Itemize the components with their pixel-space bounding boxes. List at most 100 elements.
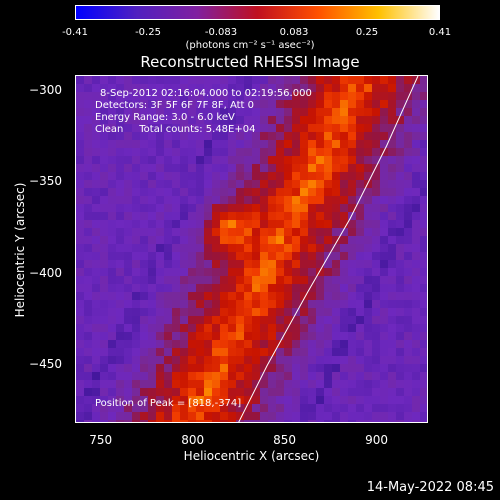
heatmap-cell (372, 172, 380, 180)
heatmap-cell (204, 372, 212, 380)
heatmap-cell (396, 116, 404, 124)
heatmap-cell (396, 196, 404, 204)
heatmap-cell (236, 268, 244, 276)
heatmap-cell (348, 244, 356, 252)
heatmap-cell (188, 324, 196, 332)
heatmap-cell (172, 180, 180, 188)
heatmap-cell (228, 284, 236, 292)
heatmap-cell (76, 148, 84, 156)
heatmap-cell (260, 236, 268, 244)
heatmap-cell (404, 252, 412, 260)
heatmap-cell (188, 212, 196, 220)
heatmap-cell (220, 276, 228, 284)
heatmap-cell (420, 76, 427, 84)
heatmap-cell (76, 212, 84, 220)
heatmap-cell (292, 300, 300, 308)
heatmap-cell (148, 268, 156, 276)
heatmap-cell (388, 220, 396, 228)
heatmap-cell (268, 356, 276, 364)
heatmap-cell (116, 316, 124, 324)
heatmap-cell (76, 340, 84, 348)
heatmap-cell (84, 252, 92, 260)
heatmap-cell (340, 364, 348, 372)
heatmap-cell (132, 196, 140, 204)
heatmap-cell (348, 332, 356, 340)
heatmap-cell (396, 180, 404, 188)
heatmap-cell (124, 172, 132, 180)
heatmap-cell (92, 332, 100, 340)
heatmap-cell (332, 268, 340, 276)
heatmap-cell (220, 388, 228, 396)
heatmap-cell (380, 124, 388, 132)
heatmap-cell (316, 340, 324, 348)
heatmap-cell (244, 348, 252, 356)
heatmap-cell (364, 340, 372, 348)
heatmap-cell (100, 140, 108, 148)
heatmap-cell (172, 188, 180, 196)
heatmap-cell (388, 340, 396, 348)
heatmap-cell (132, 308, 140, 316)
heatmap-cell (220, 420, 228, 422)
heatmap-cell (260, 212, 268, 220)
heatmap-cell (212, 412, 220, 420)
heatmap-cell (348, 236, 356, 244)
heatmap-cell (124, 300, 132, 308)
heatmap-cell (380, 212, 388, 220)
heatmap-cell (252, 292, 260, 300)
heatmap-cell (92, 396, 100, 404)
heatmap-cell (228, 260, 236, 268)
heatmap-cell (244, 108, 252, 116)
heatmap-cell (156, 364, 164, 372)
heatmap-cell (164, 220, 172, 228)
heatmap-cell (404, 364, 412, 372)
heatmap-cell (196, 172, 204, 180)
heatmap-cell (164, 332, 172, 340)
heatmap-cell (252, 348, 260, 356)
heatmap-cell (284, 76, 292, 84)
heatmap-cell (132, 268, 140, 276)
heatmap-cell (220, 156, 228, 164)
heatmap-cell (92, 100, 100, 108)
heatmap-cell (340, 196, 348, 204)
heatmap-cell (124, 420, 132, 422)
heatmap-cell (204, 340, 212, 348)
heatmap-cell (292, 292, 300, 300)
heatmap-cell (132, 348, 140, 356)
heatmap-cell (420, 212, 427, 220)
heatmap-cell (260, 228, 268, 236)
heatmap-cell (76, 244, 84, 252)
heatmap-cell (300, 244, 308, 252)
heatmap-cell (196, 84, 204, 92)
heatmap-cell (252, 172, 260, 180)
heatmap-cell (396, 364, 404, 372)
heatmap-cell (332, 260, 340, 268)
heatmap-cell (340, 220, 348, 228)
heatmap-cell (140, 356, 148, 364)
heatmap-cell (92, 156, 100, 164)
heatmap-cell (300, 84, 308, 92)
heatmap-cell (396, 244, 404, 252)
heatmap-cell (252, 364, 260, 372)
heatmap-cell (164, 196, 172, 204)
y-tick-label: −300 (29, 82, 62, 97)
heatmap-cell (140, 212, 148, 220)
heatmap-cell (172, 100, 180, 108)
heatmap-cell (276, 316, 284, 324)
heatmap-cell (316, 364, 324, 372)
heatmap-cell (196, 212, 204, 220)
heatmap-cell (156, 300, 164, 308)
heatmap-cell (196, 108, 204, 116)
heatmap-cell (164, 396, 172, 404)
heatmap-cell (84, 164, 92, 172)
heatmap-cell (340, 92, 348, 100)
heatmap-cell (244, 316, 252, 324)
heatmap-cell (316, 276, 324, 284)
heatmap-cell (412, 156, 420, 164)
heatmap-cell (172, 380, 180, 388)
heatmap-cell (188, 388, 196, 396)
heatmap-cell (340, 252, 348, 260)
heatmap-cell (132, 92, 140, 100)
heatmap-cell (372, 132, 380, 140)
heatmap-cell (236, 140, 244, 148)
heatmap-cell (356, 332, 364, 340)
